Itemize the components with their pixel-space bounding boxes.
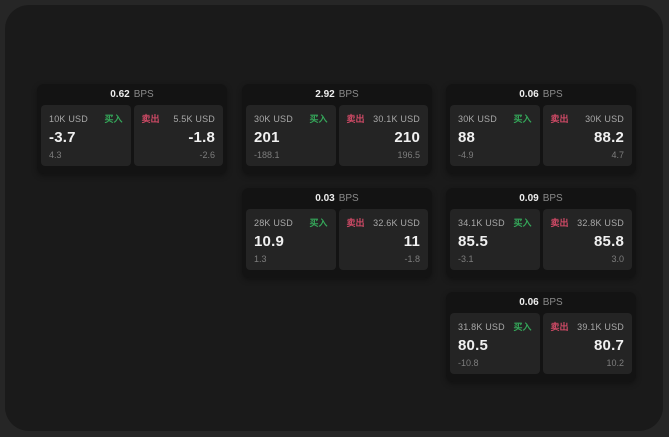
card-header: 0.09 BPS <box>446 188 636 209</box>
buy-quote-tile[interactable]: 10K USD 买入 -3.7 4.3 <box>41 105 131 166</box>
buy-delta: 1.3 <box>254 254 267 264</box>
sell-delta: 3.0 <box>611 254 624 264</box>
buy-quote-tile[interactable]: 30K USD 买入 201 -188.1 <box>246 105 336 166</box>
quote-card: 0.62 BPS 10K USD 买入 -3.7 4.3 卖出 5.5K USD… <box>37 84 227 174</box>
sell-side-label: 卖出 <box>141 114 160 124</box>
sell-price: 80.7 <box>594 337 624 354</box>
buy-price: 85.5 <box>458 233 488 250</box>
sell-price: 85.8 <box>594 233 624 250</box>
sell-delta: 10.2 <box>606 358 624 368</box>
main-panel: 0.62 BPS 10K USD 买入 -3.7 4.3 卖出 5.5K USD… <box>5 5 663 431</box>
buy-quote-tile[interactable]: 31.8K USD 买入 80.5 -10.8 <box>450 313 540 374</box>
bps-value: 0.06 <box>519 89 539 100</box>
buy-price: 80.5 <box>458 337 488 354</box>
buy-delta: -188.1 <box>254 150 280 160</box>
bps-unit-label: BPS <box>133 89 154 100</box>
buy-amount: 30K USD <box>254 113 293 124</box>
sell-price: -1.8 <box>188 129 215 146</box>
sell-amount: 32.8K USD <box>577 217 624 228</box>
card-header: 0.03 BPS <box>242 188 432 209</box>
bps-unit-label: BPS <box>338 193 359 204</box>
sell-amount: 30.1K USD <box>373 113 420 124</box>
sell-quote-tile[interactable]: 卖出 30K USD 88.2 4.7 <box>542 105 632 166</box>
card-header: 2.92 BPS <box>242 84 432 105</box>
buy-amount: 10K USD <box>49 113 88 124</box>
quote-card: 0.03 BPS 28K USD 买入 10.9 1.3 卖出 32.6K US… <box>242 188 432 278</box>
buy-delta: -4.9 <box>458 150 474 160</box>
buy-quote-tile[interactable]: 34.1K USD 买入 85.5 -3.1 <box>450 209 540 270</box>
card-header: 0.62 BPS <box>37 84 227 105</box>
sell-delta: -2.6 <box>199 150 215 160</box>
bps-unit-label: BPS <box>542 89 563 100</box>
buy-price: 201 <box>254 129 280 146</box>
card-header: 0.06 BPS <box>446 292 636 313</box>
sell-price: 11 <box>403 233 420 250</box>
card-header: 0.06 BPS <box>446 84 636 105</box>
buy-quote-tile[interactable]: 30K USD 买入 88 -4.9 <box>450 105 540 166</box>
buy-side-label: 买入 <box>513 114 532 124</box>
bps-value: 2.92 <box>315 89 335 100</box>
buy-price: 10.9 <box>254 233 284 250</box>
sell-delta: -1.8 <box>404 254 420 264</box>
sell-side-label: 卖出 <box>346 218 365 228</box>
bps-value: 0.03 <box>315 193 335 204</box>
sell-side-label: 卖出 <box>346 114 365 124</box>
sell-side-label: 卖出 <box>550 322 569 332</box>
sell-price: 210 <box>394 129 420 146</box>
buy-quote-tile[interactable]: 28K USD 买入 10.9 1.3 <box>246 209 336 270</box>
bps-unit-label: BPS <box>542 297 563 308</box>
buy-delta: -10.8 <box>458 358 479 368</box>
buy-price: -3.7 <box>49 129 76 146</box>
bps-unit-label: BPS <box>542 193 563 204</box>
quote-card: 0.06 BPS 31.8K USD 买入 80.5 -10.8 卖出 39.1… <box>446 292 636 382</box>
sell-quote-tile[interactable]: 卖出 30.1K USD 210 196.5 <box>338 105 428 166</box>
buy-amount: 34.1K USD <box>458 217 505 228</box>
buy-amount: 28K USD <box>254 217 293 228</box>
sell-amount: 30K USD <box>585 113 624 124</box>
bps-value: 0.62 <box>110 89 130 100</box>
sell-quote-tile[interactable]: 卖出 39.1K USD 80.7 10.2 <box>542 313 632 374</box>
buy-delta: 4.3 <box>49 150 62 160</box>
bps-unit-label: BPS <box>338 89 359 100</box>
buy-side-label: 买入 <box>104 114 123 124</box>
quote-card: 2.92 BPS 30K USD 买入 201 -188.1 卖出 30.1K … <box>242 84 432 174</box>
sell-side-label: 卖出 <box>550 114 569 124</box>
buy-amount: 31.8K USD <box>458 321 505 332</box>
sell-side-label: 卖出 <box>550 218 569 228</box>
sell-price: 88.2 <box>594 129 624 146</box>
bps-value: 0.06 <box>519 297 539 308</box>
sell-quote-tile[interactable]: 卖出 32.6K USD 11 -1.8 <box>338 209 428 270</box>
sell-delta: 4.7 <box>611 150 624 160</box>
bps-value: 0.09 <box>519 193 539 204</box>
buy-side-label: 买入 <box>309 114 328 124</box>
buy-price: 88 <box>458 129 476 146</box>
quote-card: 0.06 BPS 30K USD 买入 88 -4.9 卖出 30K USD 8… <box>446 84 636 174</box>
sell-amount: 5.5K USD <box>173 113 215 124</box>
sell-delta: 196.5 <box>397 150 420 160</box>
buy-side-label: 买入 <box>309 218 328 228</box>
sell-amount: 39.1K USD <box>577 321 624 332</box>
buy-delta: -3.1 <box>458 254 474 264</box>
buy-side-label: 买入 <box>513 218 532 228</box>
buy-side-label: 买入 <box>513 322 532 332</box>
sell-amount: 32.6K USD <box>373 217 420 228</box>
sell-quote-tile[interactable]: 卖出 32.8K USD 85.8 3.0 <box>542 209 632 270</box>
buy-amount: 30K USD <box>458 113 497 124</box>
sell-quote-tile[interactable]: 卖出 5.5K USD -1.8 -2.6 <box>133 105 223 166</box>
quote-card: 0.09 BPS 34.1K USD 买入 85.5 -3.1 卖出 32.8K… <box>446 188 636 278</box>
